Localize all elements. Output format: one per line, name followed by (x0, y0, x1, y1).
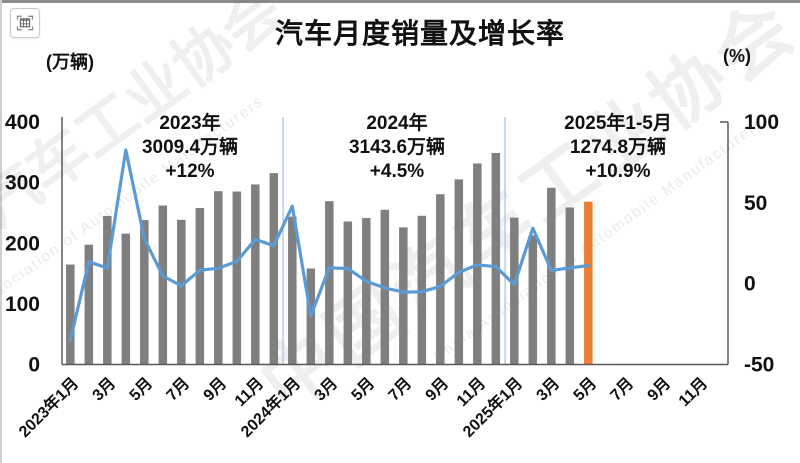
x-axis-tick-9: 7月 (385, 374, 415, 404)
right-axis-tick-100: 100 (744, 111, 779, 134)
sales-bar-23 (491, 152, 501, 365)
right-axis-tick--50: -50 (744, 354, 774, 377)
sales-bar-9 (232, 191, 242, 365)
left-axis-tick-300: 300 (5, 172, 40, 195)
annotation-2023: 2023年 3009.4万辆 +12% (142, 112, 238, 184)
left-axis-unit-label: (万辆) (46, 52, 94, 72)
x-axis-tick-13: 3月 (533, 374, 563, 404)
sales-bar-10 (251, 184, 260, 365)
x-axis-tick-8: 5月 (348, 374, 378, 404)
x-axis-tick-1: 3月 (89, 374, 119, 404)
sales-bar-20 (436, 194, 445, 365)
window-top-border (0, 0, 800, 3)
sales-bar-27 (565, 207, 575, 365)
x-axis-tick-10: 9月 (422, 374, 452, 404)
sales-bar-8 (214, 191, 223, 365)
annotation-2024-growth: +4.5% (369, 161, 425, 182)
sales-bar-0 (66, 264, 75, 365)
x-axis-tick-17: 11月 (675, 374, 711, 410)
left-axis-tick-100: 100 (5, 293, 40, 316)
left-axis-tick-400: 400 (5, 111, 40, 134)
x-axis-tick-2: 5月 (126, 374, 156, 404)
right-axis-tick-50: 50 (744, 192, 767, 215)
annotation-2023-year: 2023年 (159, 113, 221, 134)
table-capture-icon (15, 13, 35, 33)
sales-bar-1 (84, 244, 94, 365)
sales-bar-4 (140, 220, 149, 365)
sales-bar-7 (195, 207, 205, 365)
sales-bar-25 (528, 235, 538, 365)
annotation-2023-total: 3009.4万辆 (141, 137, 239, 158)
annotation-2025: 2025年1-5月 1274.8万辆 +10.9% (564, 112, 672, 184)
sales-bar-6 (177, 219, 186, 365)
x-axis-tick-16: 9月 (644, 374, 674, 404)
sales-bar-5 (158, 205, 168, 365)
sales-bar-26 (547, 187, 556, 365)
right-axis-unit-label: (%) (723, 46, 751, 66)
sales-bar-15 (343, 221, 353, 365)
annotation-2024: 2024年 3143.6万辆 +4.5% (349, 112, 445, 184)
sales-bar-28 (584, 201, 593, 365)
annotation-2025-growth: +10.9% (585, 161, 651, 182)
sales-bar-12 (288, 216, 297, 365)
sales-bar-14 (325, 201, 334, 365)
annotation-2024-year: 2024年 (366, 113, 428, 134)
sales-bar-11 (269, 173, 279, 365)
growth-rate-line (68, 148, 590, 342)
sales-bar-24 (510, 217, 519, 365)
left-axis-tick-200: 200 (5, 232, 40, 255)
sales-bar-2 (103, 215, 112, 365)
window-left-border (0, 0, 2, 463)
annotation-2025-total: 1274.8万辆 (569, 137, 667, 158)
x-axis-tick-7: 3月 (311, 374, 341, 404)
sales-bar-16 (362, 217, 371, 365)
right-axis-tick-0: 0 (744, 273, 756, 296)
x-axis-tick-15: 7月 (607, 374, 637, 404)
annotation-2025-period: 2025年1-5月 (564, 113, 672, 134)
left-axis-tick-0: 0 (28, 354, 40, 377)
x-axis-tick-3: 7月 (163, 374, 193, 404)
x-axis-tick-0: 2023年1月 (15, 373, 83, 441)
annotation-2023-growth: +12% (165, 161, 215, 182)
x-axis-tick-4: 9月 (200, 374, 230, 404)
sales-bar-18 (399, 227, 408, 365)
chart-title: 汽车月度销量及增长率 (274, 18, 566, 49)
x-axis-tick-14: 5月 (570, 374, 600, 404)
sales-bar-3 (121, 233, 131, 365)
table-capture-button[interactable] (10, 8, 40, 38)
annotation-2024-total: 3143.6万辆 (348, 137, 446, 158)
